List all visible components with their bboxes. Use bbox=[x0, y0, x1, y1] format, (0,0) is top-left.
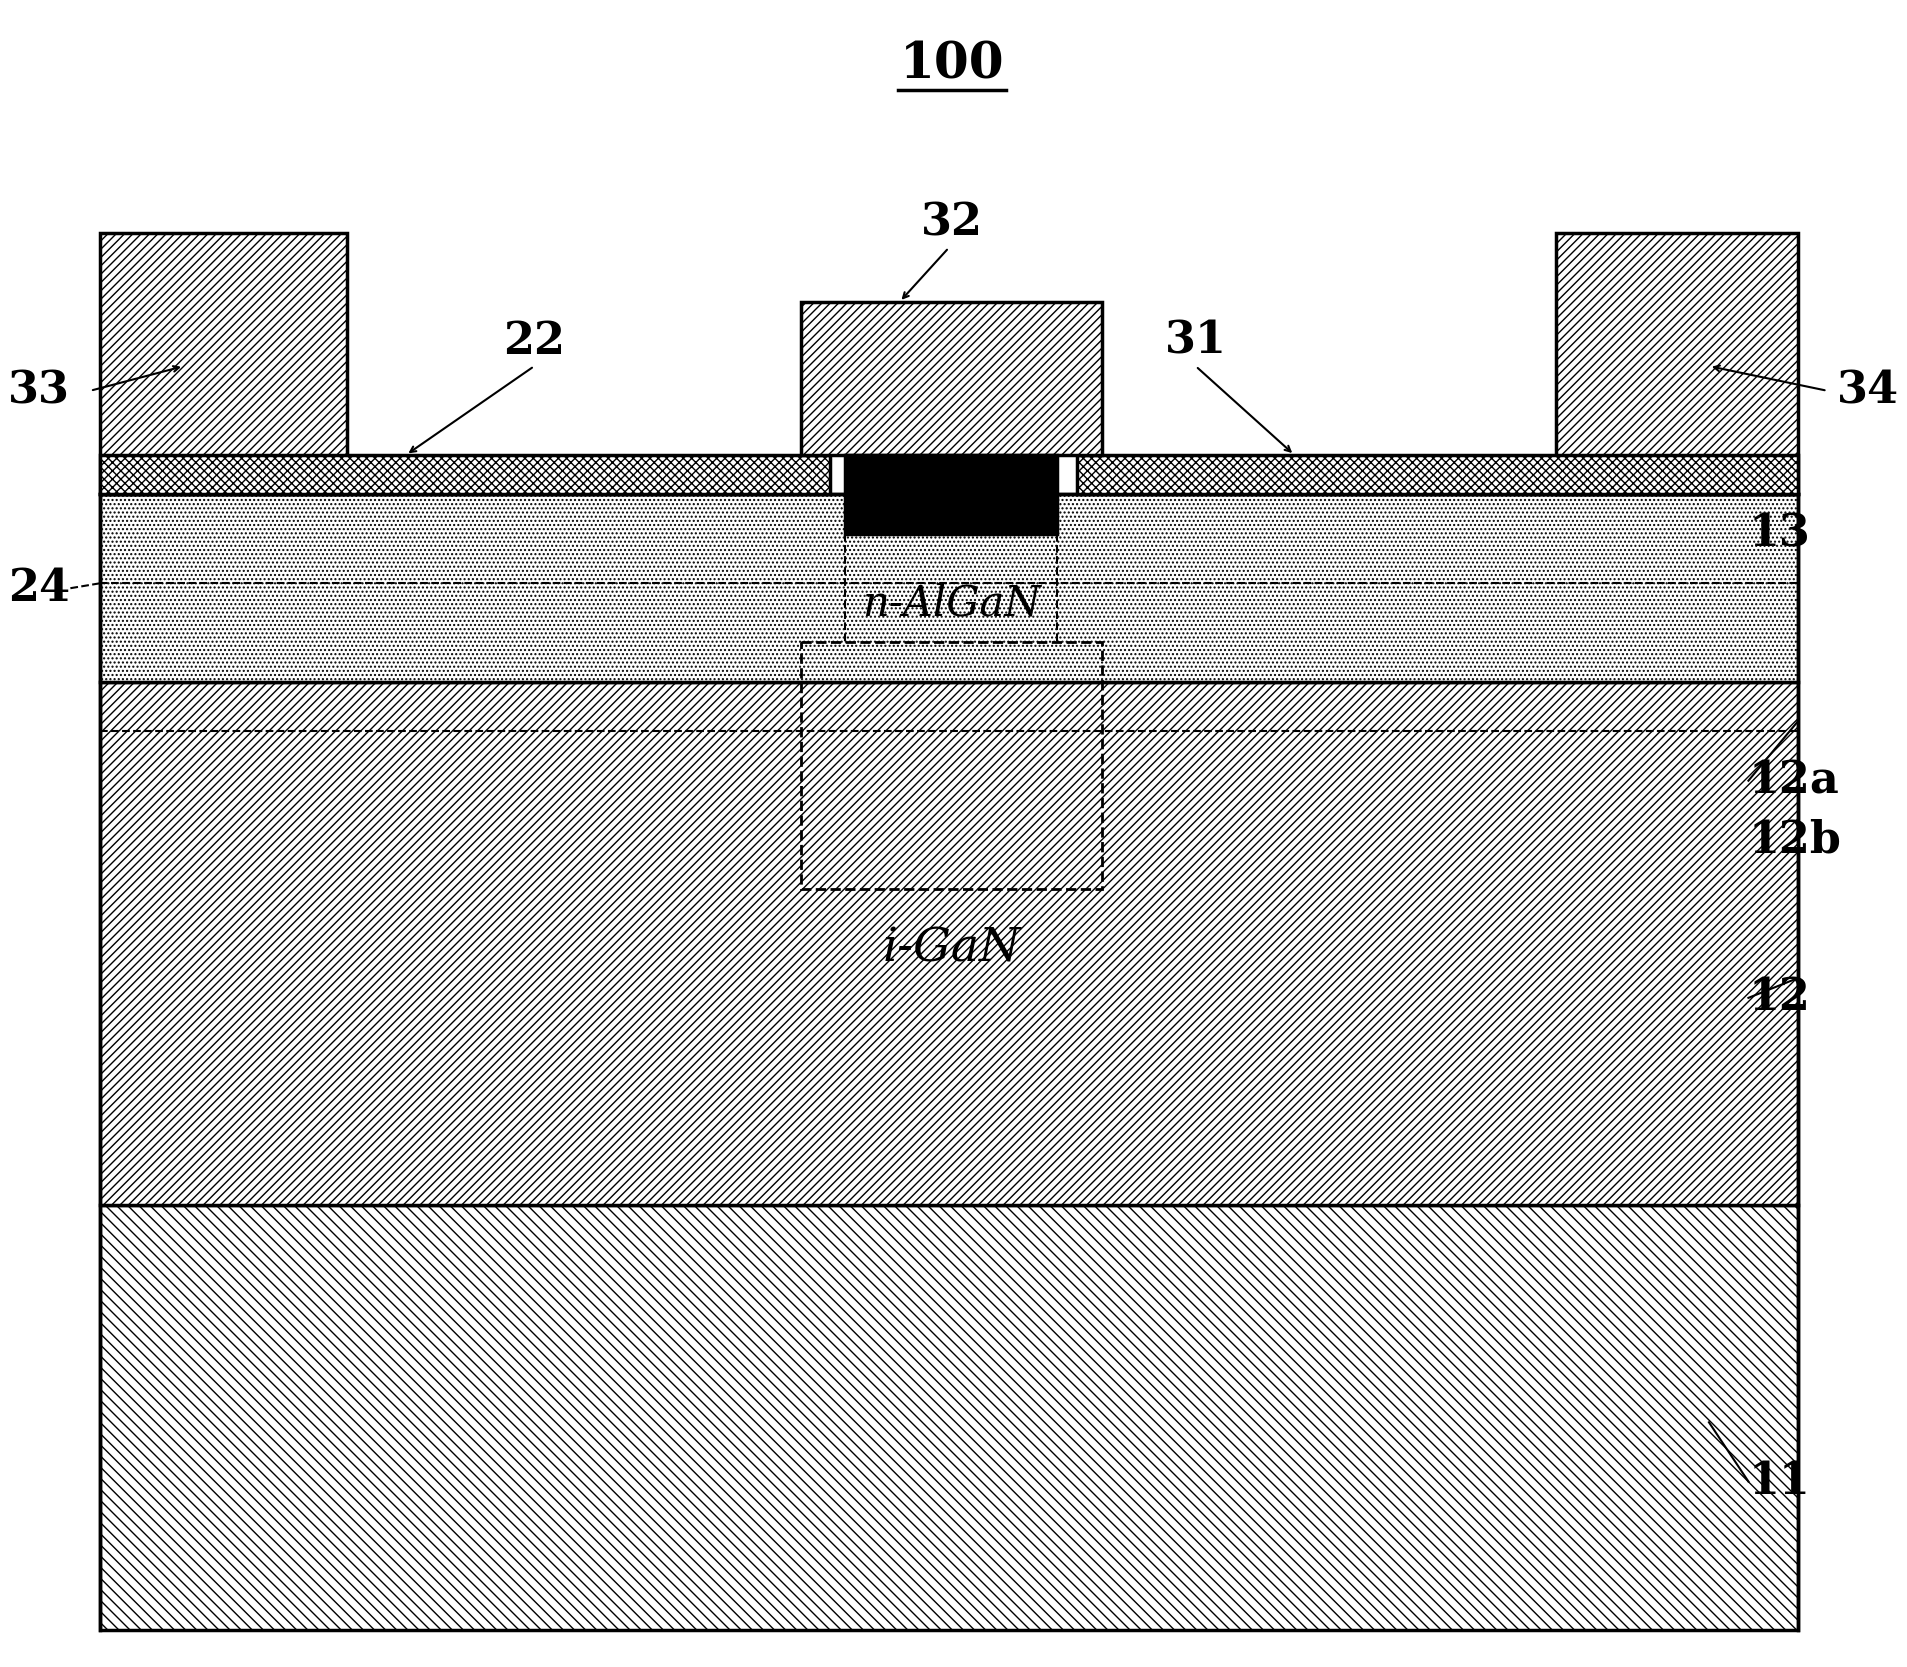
FancyBboxPatch shape bbox=[99, 233, 347, 495]
Text: 100: 100 bbox=[900, 40, 1005, 90]
FancyBboxPatch shape bbox=[99, 495, 1798, 682]
Text: 22: 22 bbox=[503, 320, 564, 363]
FancyBboxPatch shape bbox=[99, 682, 1798, 1205]
FancyBboxPatch shape bbox=[801, 302, 1102, 455]
Text: 32: 32 bbox=[921, 202, 982, 245]
Text: 31: 31 bbox=[1165, 320, 1226, 363]
Text: 12a: 12a bbox=[1749, 758, 1838, 802]
Text: i-GaN: i-GaN bbox=[883, 925, 1020, 972]
Text: 11: 11 bbox=[1749, 1460, 1810, 1504]
Text: 24: 24 bbox=[8, 567, 71, 610]
Text: n-AlGaN: n-AlGaN bbox=[862, 582, 1041, 623]
Text: 12b: 12b bbox=[1749, 818, 1842, 862]
FancyBboxPatch shape bbox=[99, 1205, 1798, 1630]
Text: 12: 12 bbox=[1749, 977, 1810, 1019]
Text: 13: 13 bbox=[1749, 512, 1810, 555]
Text: 34: 34 bbox=[1836, 370, 1899, 412]
FancyBboxPatch shape bbox=[99, 455, 830, 495]
Text: 33: 33 bbox=[8, 370, 71, 412]
FancyBboxPatch shape bbox=[1556, 233, 1798, 495]
FancyBboxPatch shape bbox=[1077, 455, 1798, 495]
FancyBboxPatch shape bbox=[845, 455, 1058, 533]
